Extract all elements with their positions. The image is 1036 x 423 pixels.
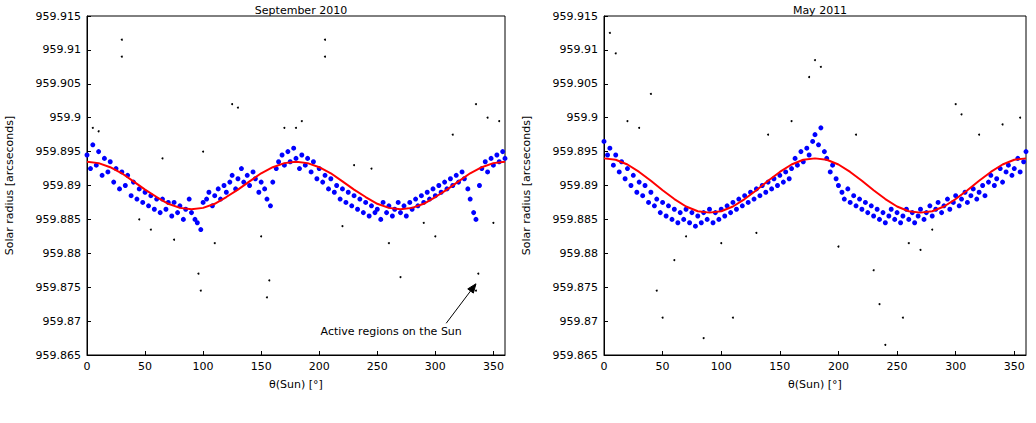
svg-text:959.915: 959.915 [36, 10, 82, 23]
svg-text:350: 350 [483, 360, 504, 373]
svg-text:September 2010: September 2010 [255, 4, 347, 17]
svg-text:300: 300 [945, 360, 966, 373]
svg-text:May 2011: May 2011 [793, 4, 847, 17]
svg-text:959.895: 959.895 [553, 145, 599, 158]
svg-text:959.885: 959.885 [36, 213, 82, 226]
svg-text:250: 250 [887, 360, 908, 373]
svg-text:959.905: 959.905 [36, 77, 82, 90]
svg-text:Solar radius [arcseconds]: Solar radius [arcseconds] [3, 116, 16, 256]
svg-text:50: 50 [656, 360, 670, 373]
svg-text:959.89: 959.89 [560, 179, 599, 192]
svg-text:θ(Sun) [°]: θ(Sun) [°] [269, 378, 323, 391]
svg-text:300: 300 [425, 360, 446, 373]
svg-text:959.875: 959.875 [36, 281, 82, 294]
svg-text:959.87: 959.87 [560, 315, 599, 328]
svg-text:959.865: 959.865 [36, 349, 82, 362]
svg-text:959.87: 959.87 [43, 315, 82, 328]
svg-text:959.915: 959.915 [553, 10, 599, 23]
svg-text:959.905: 959.905 [553, 77, 599, 90]
svg-text:959.885: 959.885 [553, 213, 599, 226]
svg-text:959.865: 959.865 [553, 349, 599, 362]
svg-text:200: 200 [309, 360, 330, 373]
svg-text:959.88: 959.88 [43, 247, 82, 260]
svg-text:50: 50 [138, 360, 152, 373]
svg-text:959.895: 959.895 [36, 145, 82, 158]
svg-text:959.91: 959.91 [43, 43, 82, 56]
svg-text:959.9: 959.9 [50, 111, 82, 124]
svg-text:150: 150 [251, 360, 272, 373]
svg-text:θ(Sun) [°]: θ(Sun) [°] [788, 378, 842, 391]
svg-text:959.91: 959.91 [560, 43, 599, 56]
svg-text:100: 100 [193, 360, 214, 373]
svg-text:959.88: 959.88 [560, 247, 599, 260]
svg-text:Solar radius [arcseconds]: Solar radius [arcseconds] [520, 116, 533, 256]
svg-text:200: 200 [828, 360, 849, 373]
svg-text:150: 150 [769, 360, 790, 373]
svg-text:959.9: 959.9 [567, 111, 599, 124]
svg-text:250: 250 [367, 360, 388, 373]
svg-text:959.875: 959.875 [553, 281, 599, 294]
svg-text:100: 100 [711, 360, 732, 373]
svg-text:0: 0 [601, 360, 608, 373]
svg-text:959.89: 959.89 [43, 179, 82, 192]
svg-text:Active regions on the Sun: Active regions on the Sun [321, 325, 462, 338]
svg-text:0: 0 [84, 360, 91, 373]
svg-text:350: 350 [1004, 360, 1025, 373]
